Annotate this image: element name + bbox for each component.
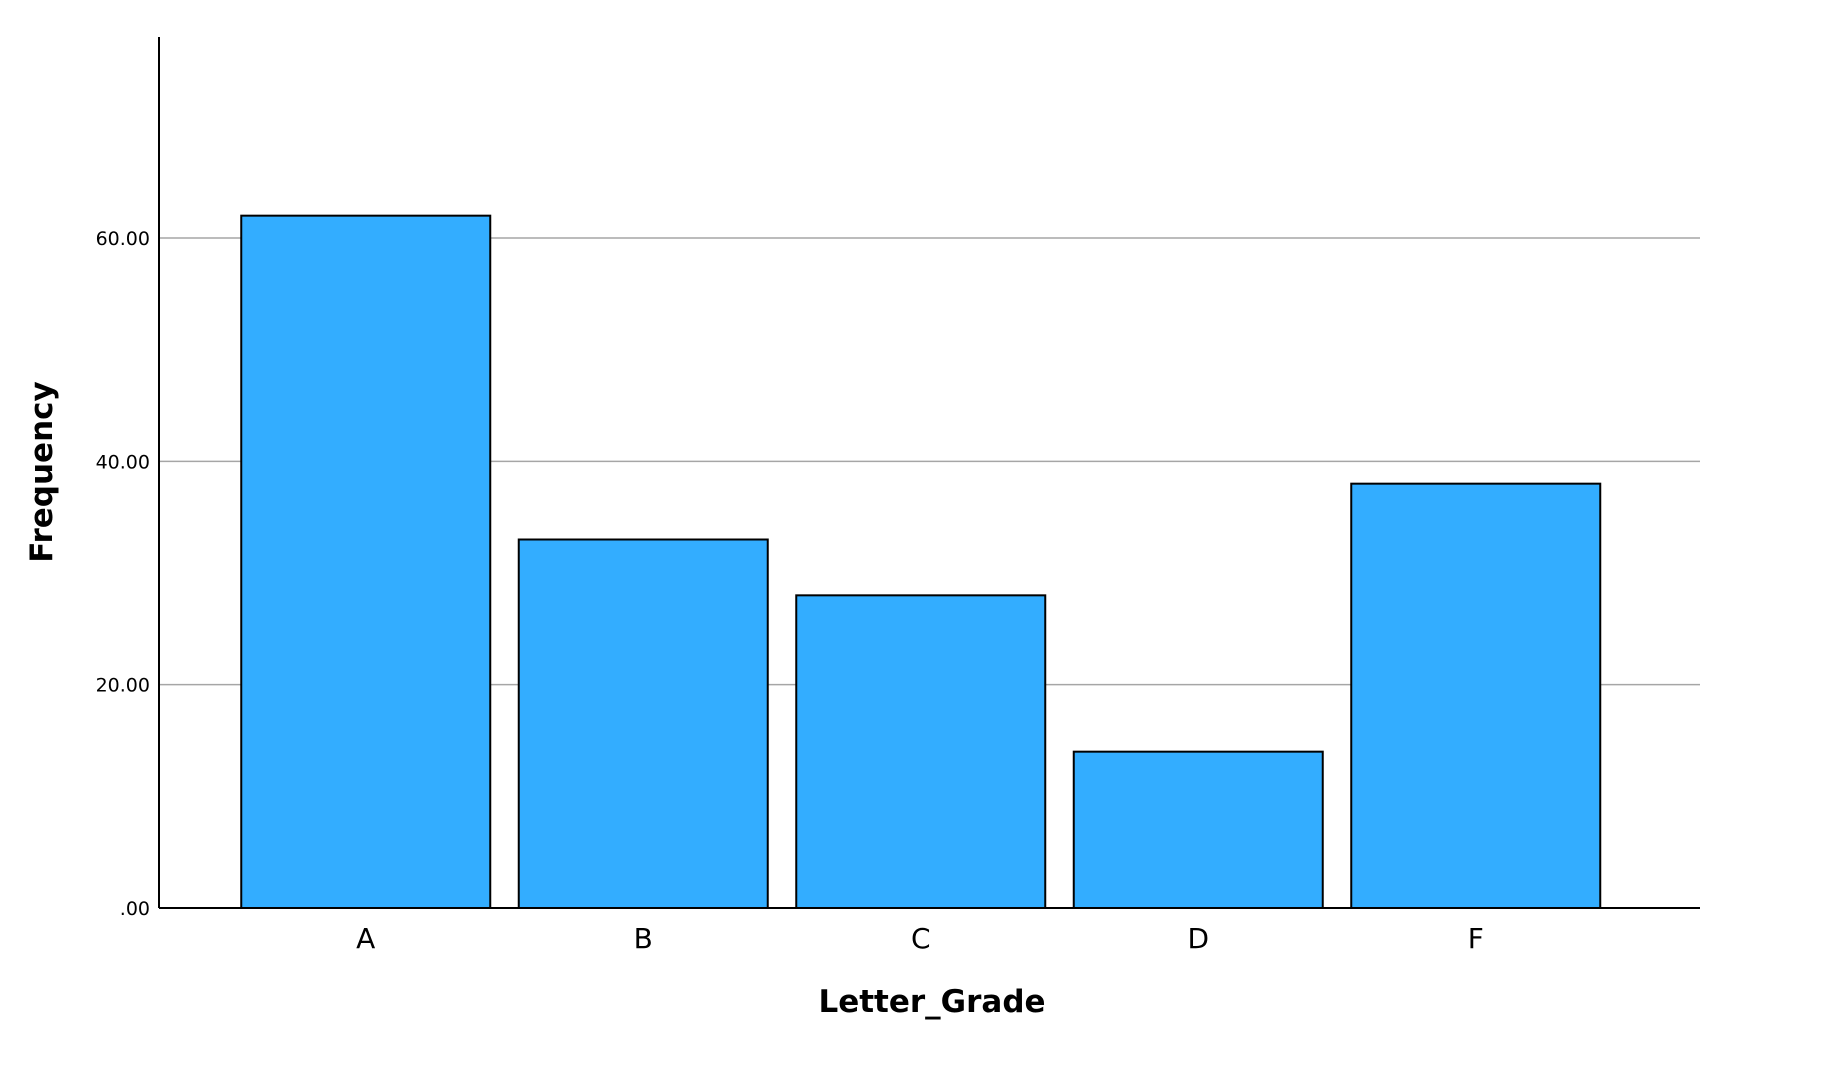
- bar-c: [795, 594, 1047, 909]
- x-tick-label: F: [1468, 922, 1484, 955]
- x-tick-label: C: [911, 922, 931, 955]
- bar-a: [240, 214, 492, 909]
- x-axis-title: Letter_Grade: [818, 984, 1045, 1020]
- x-tick-label: D: [1187, 922, 1209, 955]
- y-tick-label: 40.00: [96, 451, 150, 473]
- bars: [240, 214, 1602, 910]
- axes: [158, 37, 1700, 909]
- y-tick-label: .00: [120, 898, 150, 920]
- x-tick-label: A: [356, 922, 375, 955]
- bar-d: [1072, 750, 1324, 910]
- y-tick-label: 20.00: [96, 675, 150, 697]
- bar-f: [1350, 482, 1602, 909]
- y-axis-title: Frequency: [24, 381, 60, 562]
- x-tick-label: B: [634, 922, 653, 955]
- y-tick-labels: .00 20.00 40.00 60.00: [96, 228, 150, 920]
- bar-b: [517, 538, 769, 909]
- y-tick-label: 60.00: [96, 228, 150, 250]
